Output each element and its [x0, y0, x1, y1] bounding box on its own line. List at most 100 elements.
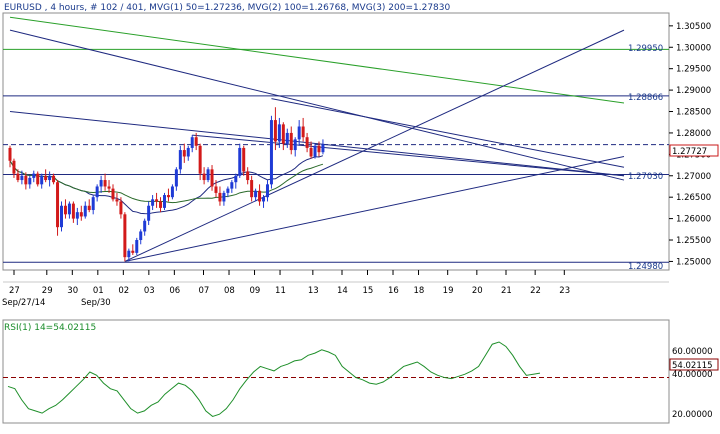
price-tick-label: 1.30000	[676, 43, 711, 53]
candle-body	[91, 197, 95, 211]
moving-average-line	[9, 160, 324, 204]
candle-body	[52, 175, 56, 183]
candle-body	[174, 169, 178, 187]
candle-body	[40, 175, 44, 185]
candle-body	[238, 147, 242, 176]
candle-body	[206, 169, 210, 181]
date-tick-label: 09	[250, 286, 261, 296]
candle-body	[79, 212, 83, 217]
price-tick-label: 1.26500	[676, 193, 711, 203]
candle-body	[226, 188, 230, 193]
candle-body	[59, 205, 63, 228]
candle-body	[127, 250, 131, 258]
candle-body	[321, 144, 325, 153]
rsi-value-label: 54.02115	[672, 361, 713, 371]
candle-body	[71, 203, 75, 219]
trend-line	[124, 156, 625, 262]
main-plot-area	[2, 12, 670, 271]
date-tick-label: 21	[501, 286, 512, 296]
price-tick-label: 1.28000	[676, 129, 711, 139]
candle-body	[36, 173, 40, 185]
date-tick-label: 27	[9, 286, 20, 296]
candle-body	[202, 173, 206, 181]
candle-body	[277, 124, 281, 142]
trend-line	[9, 111, 625, 177]
candle-body	[198, 145, 202, 174]
candle-body	[28, 177, 32, 185]
price-tick-label: 1.28500	[676, 108, 711, 118]
candles	[8, 107, 325, 262]
price-tick-label: 1.26000	[676, 215, 711, 225]
candle-body	[56, 182, 60, 228]
date-tick-label: 16	[388, 286, 399, 296]
candle-body	[83, 205, 87, 217]
candle-body	[24, 175, 28, 185]
candle-body	[63, 205, 67, 215]
price-tick-label: 1.29000	[676, 86, 711, 96]
rsi-label: RSI(1) 14=54.02115	[4, 323, 96, 333]
candle-body	[242, 147, 246, 172]
date-tick-label: 08	[224, 286, 235, 296]
rsi-line	[7, 341, 541, 418]
candle-body	[285, 132, 289, 144]
candle-body	[111, 188, 115, 200]
trend-line	[271, 98, 625, 168]
candle-body	[254, 190, 258, 198]
candle-body	[250, 180, 254, 198]
date-tick-label: 15	[363, 286, 374, 296]
candle-body	[32, 173, 36, 178]
date-tick-label: 11	[275, 286, 286, 296]
date-tick-label: 07	[199, 286, 210, 296]
candle-body	[234, 175, 238, 183]
date-tick-label: 14	[337, 286, 348, 296]
candle-body	[115, 199, 119, 202]
candle-body	[194, 137, 198, 146]
chart-title: EURUSD , 4 hours, # 102 / 401, MVG(1) 50…	[4, 3, 451, 13]
candle-body	[166, 195, 170, 198]
candle-body	[44, 175, 48, 181]
candle-body	[87, 205, 91, 211]
date-tick-label: 19	[443, 286, 454, 296]
candle-body	[218, 192, 222, 202]
price-tick-label: 1.29500	[676, 65, 711, 75]
date-tick-label: 20	[472, 286, 483, 296]
price-tick-label: 1.30500	[676, 22, 711, 32]
date-axis-ticks: 27 29 30 01 02 03 06 07 08 09 11 13 14 15 16 18 19 20 21 22…	[9, 270, 570, 296]
trend-line	[9, 29, 625, 181]
candle-body	[16, 173, 20, 181]
candle-body	[301, 126, 305, 138]
price-tick-label: 1.25500	[676, 236, 711, 246]
candle-body	[131, 250, 135, 253]
candle-body	[20, 175, 24, 181]
candle-body	[182, 150, 186, 157]
candle-body	[155, 199, 159, 202]
level-label-mid: 1.27030	[628, 172, 663, 182]
candle-body	[135, 240, 139, 253]
candle-body	[119, 201, 123, 215]
candle-body	[305, 137, 309, 148]
level-label-upper: 1.28866	[628, 93, 663, 103]
candle-body	[99, 180, 103, 187]
candle-body	[139, 231, 143, 241]
rsi-value-box	[669, 358, 719, 371]
candle-body	[262, 197, 266, 202]
candle-body	[246, 171, 250, 181]
candle-body	[123, 214, 127, 258]
price-tick-label: 1.27000	[676, 172, 711, 182]
horizontal-levels	[3, 48, 669, 263]
current-price-box	[669, 144, 719, 157]
candle-body	[170, 186, 174, 198]
date-tick-label: 30	[67, 286, 78, 296]
current-price-label: 1.27727	[672, 147, 707, 157]
rsi-tick-60: 60.00000	[672, 347, 713, 357]
candle-body	[162, 195, 166, 208]
candle-body	[151, 199, 155, 206]
candle-body	[186, 147, 190, 157]
candle-body	[289, 132, 293, 151]
price-tick-label: 1.25000	[676, 257, 711, 267]
date-tick-label: 22	[530, 286, 541, 296]
candle-body	[143, 220, 147, 232]
candle-body	[107, 186, 111, 189]
date-tick-label: 29	[42, 286, 53, 296]
